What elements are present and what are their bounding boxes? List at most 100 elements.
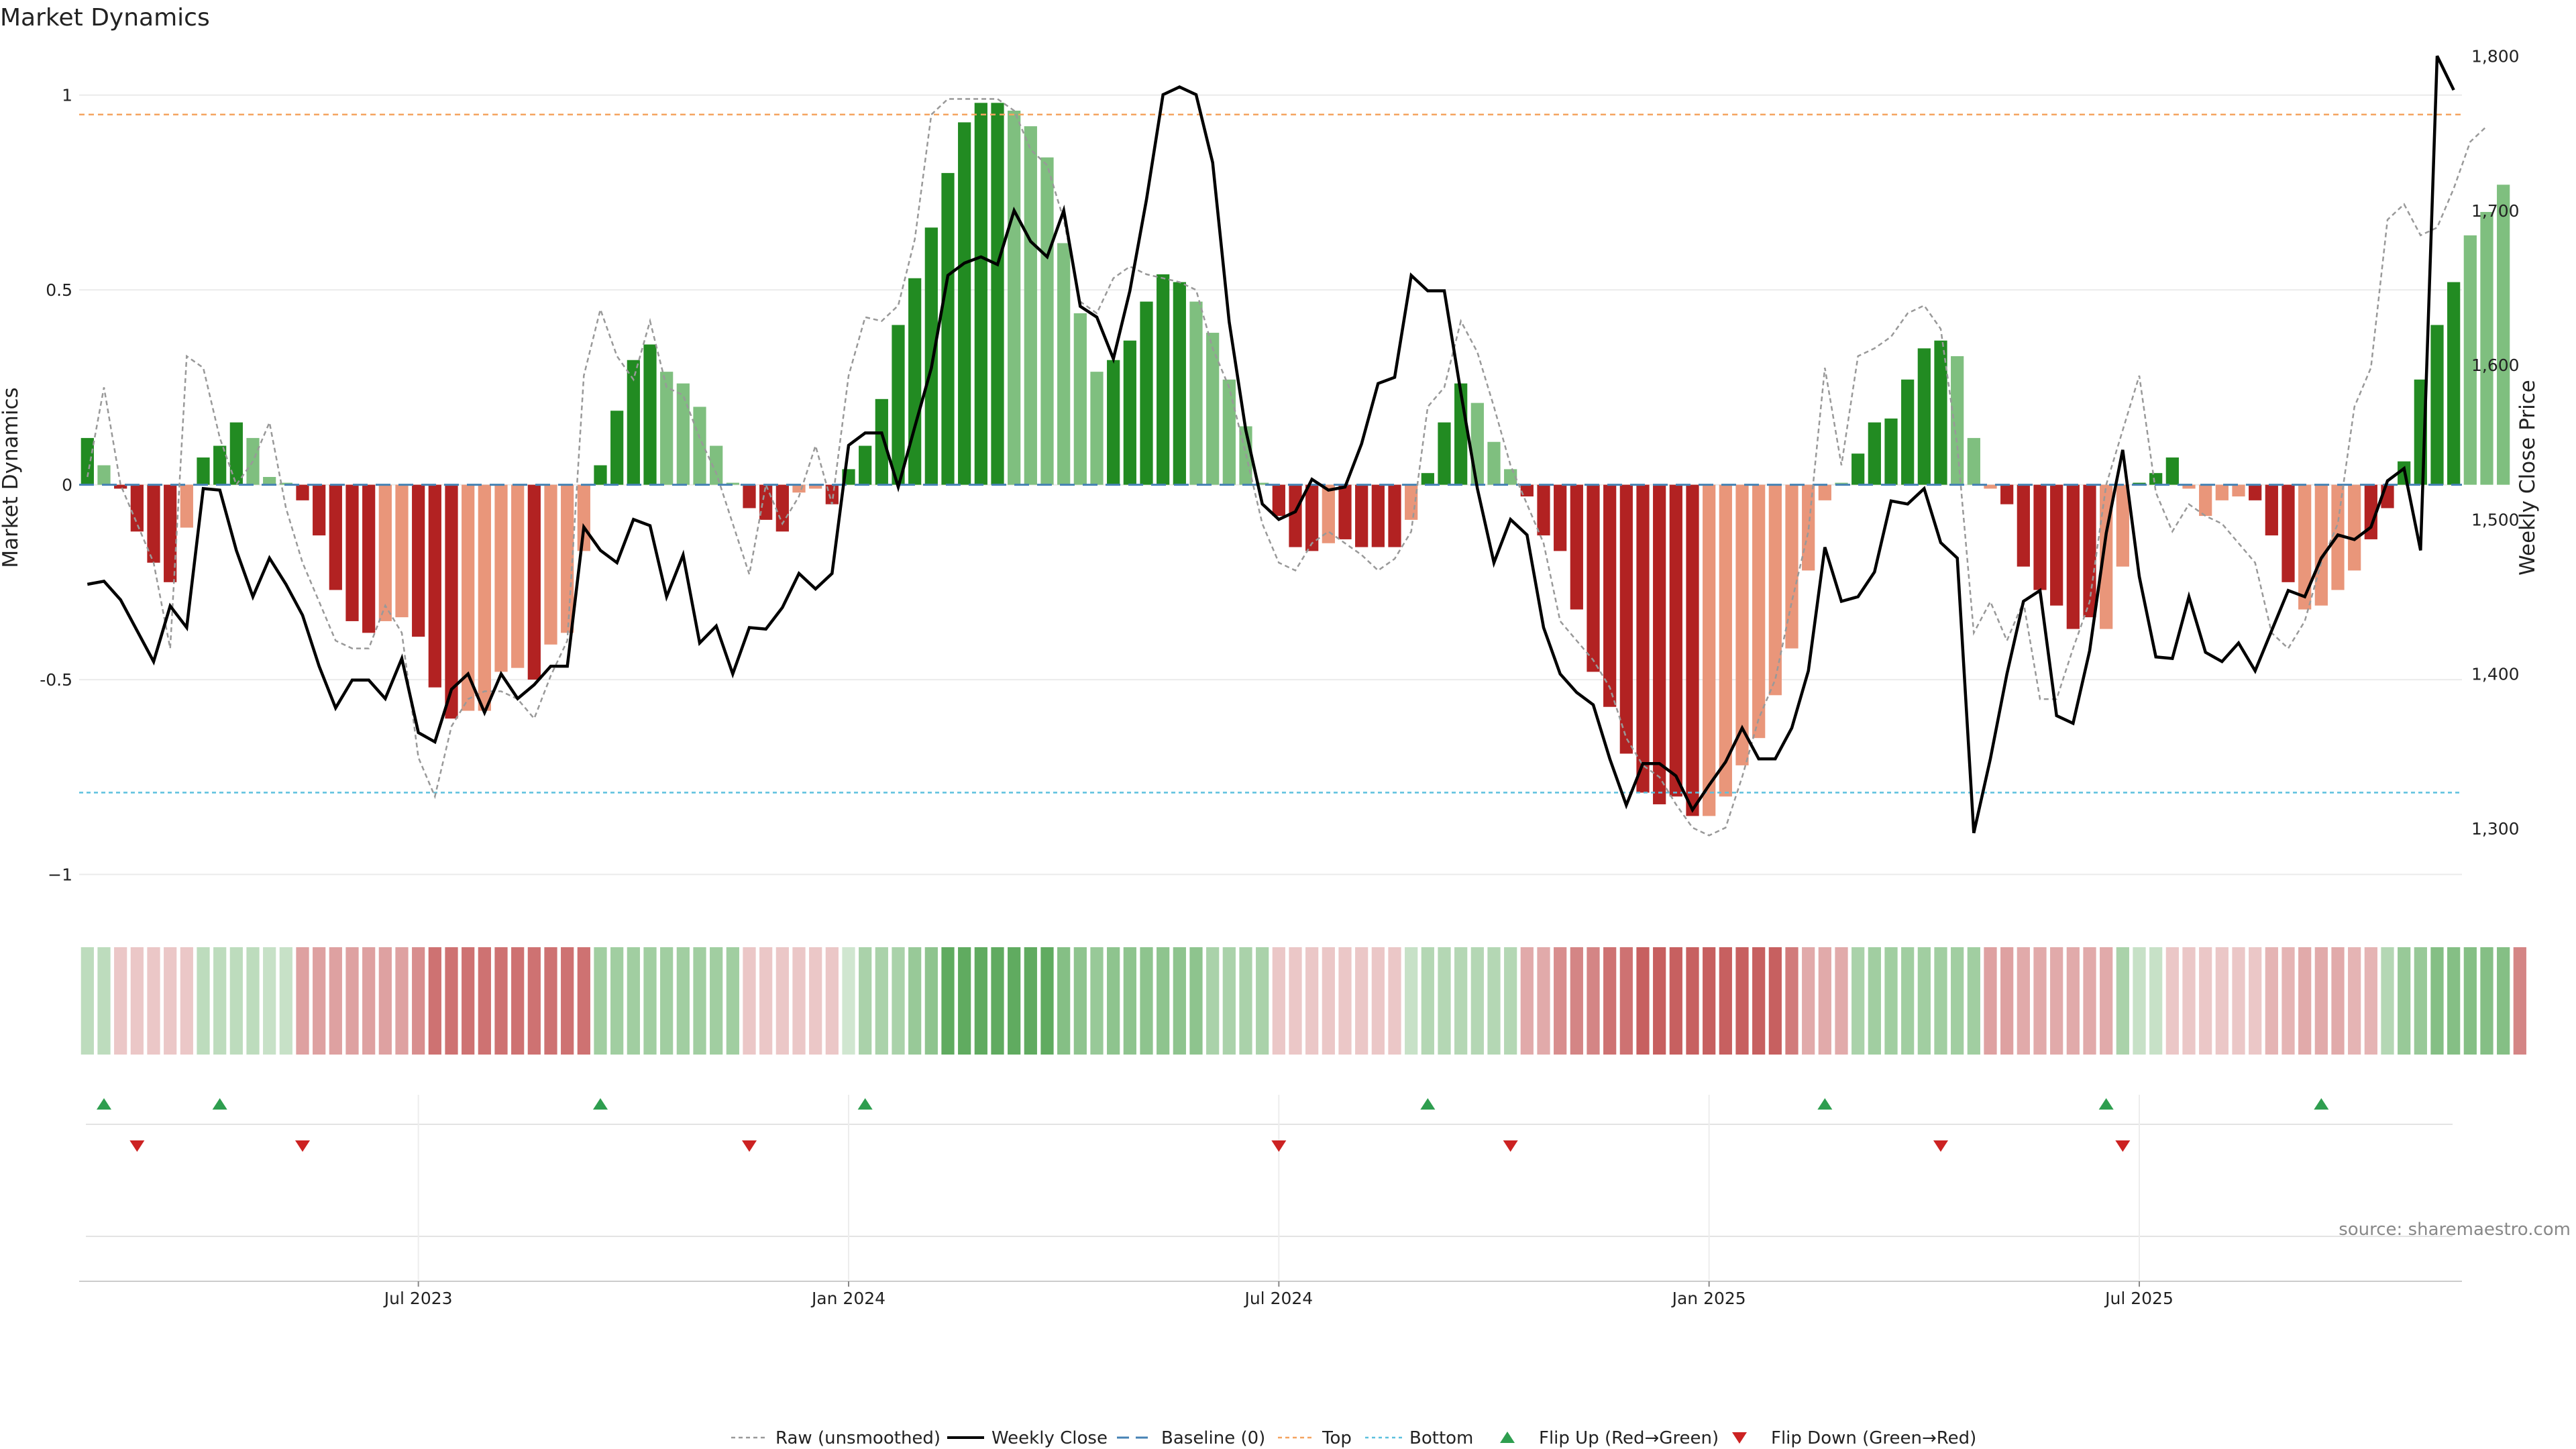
momentum-bar xyxy=(991,103,1004,485)
momentum-bar xyxy=(1421,473,1434,485)
momentum-bar xyxy=(743,484,756,508)
y2-tick-label: 1,600 xyxy=(2471,356,2520,375)
momentum-bar xyxy=(1470,402,1484,485)
y2-tick-label: 1,500 xyxy=(2471,510,2520,529)
heat-cell xyxy=(97,947,111,1055)
heat-cell xyxy=(991,947,1004,1055)
y2-tick-label: 1,300 xyxy=(2471,819,2520,839)
x-tick-label: Jan 2025 xyxy=(1671,1289,1746,1308)
momentum-bar xyxy=(759,484,773,520)
momentum-bar xyxy=(1073,313,1087,485)
heat-cell xyxy=(2497,947,2510,1055)
momentum-bar xyxy=(1669,484,1682,797)
flip-down-marker xyxy=(295,1140,310,1152)
heat-cell xyxy=(908,947,922,1055)
heat-cell xyxy=(1123,947,1136,1055)
heat-cell xyxy=(1189,947,1203,1055)
heat-cell xyxy=(2232,947,2245,1055)
heat-cell xyxy=(164,947,177,1055)
momentum-bar xyxy=(263,477,276,485)
momentum-bar xyxy=(147,484,160,563)
momentum-bar xyxy=(775,484,789,532)
heat-cell xyxy=(875,947,888,1055)
heat-cell xyxy=(2364,947,2377,1055)
momentum-bar xyxy=(561,484,574,633)
momentum-bar xyxy=(2066,484,2080,629)
momentum-bar xyxy=(809,484,822,489)
momentum-bar xyxy=(213,445,227,485)
heat-cell xyxy=(759,947,773,1055)
flip-up-marker xyxy=(857,1098,873,1110)
momentum-bar xyxy=(859,445,872,485)
momentum-bar xyxy=(1057,243,1071,485)
flip-up-marker xyxy=(97,1098,111,1110)
heat-cell xyxy=(130,947,144,1055)
heat-cell xyxy=(180,947,193,1055)
momentum-bar xyxy=(494,484,508,672)
heat-cell xyxy=(2165,947,2179,1055)
momentum-bar xyxy=(643,344,657,485)
heat-cell xyxy=(693,947,706,1055)
flip-up-marker xyxy=(1420,1098,1436,1110)
flip-down-marker xyxy=(1503,1140,1518,1152)
heat-cell xyxy=(2100,947,2113,1055)
heat-cell xyxy=(809,947,822,1055)
flip-down-marker xyxy=(1271,1140,1287,1152)
momentum-bar xyxy=(710,445,723,485)
momentum-bar xyxy=(594,465,607,485)
momentum-bar xyxy=(577,484,590,551)
heat-cell xyxy=(561,947,574,1055)
heat-cell xyxy=(246,947,260,1055)
heat-cell xyxy=(2480,947,2493,1055)
legend-label: Flip Down (Green→Red) xyxy=(1771,1428,1976,1448)
momentum-bar xyxy=(2165,457,2179,485)
heat-cell xyxy=(2116,947,2129,1055)
heat-cell xyxy=(924,947,938,1055)
heat-cell xyxy=(1851,947,1865,1055)
momentum-bar xyxy=(2249,484,2262,500)
heat-cell xyxy=(2000,947,2014,1055)
heat-cell xyxy=(296,947,309,1055)
heat-cell xyxy=(80,947,94,1055)
heat-cell xyxy=(1752,947,1766,1055)
heat-cell xyxy=(1454,947,1468,1055)
heat-cell xyxy=(1438,947,1451,1055)
momentum-bar xyxy=(1735,484,1749,765)
heat-cell xyxy=(2066,947,2080,1055)
flip-markers-panel xyxy=(86,1095,2453,1280)
heat-cell xyxy=(2282,947,2295,1055)
heat-cell xyxy=(2298,947,2312,1055)
heat-cell xyxy=(660,947,674,1055)
momentum-bar xyxy=(875,398,888,485)
heat-cell xyxy=(1040,947,1054,1055)
momentum-bar xyxy=(1289,484,1302,547)
y-tick-label: -0.5 xyxy=(40,670,72,690)
momentum-bar xyxy=(1884,418,1898,485)
heat-cell xyxy=(676,947,690,1055)
momentum-bar xyxy=(726,482,739,485)
momentum-bar xyxy=(1123,340,1136,485)
momentum-bar xyxy=(130,484,144,532)
heat-cell xyxy=(2381,947,2394,1055)
heat-cell xyxy=(1305,947,1319,1055)
heat-cell xyxy=(594,947,607,1055)
heat-cell xyxy=(1636,947,1650,1055)
momentum-bar xyxy=(164,484,177,582)
momentum-bar xyxy=(1851,453,1865,485)
momentum-bar xyxy=(1967,437,1980,485)
heat-cell xyxy=(478,947,491,1055)
x-tick-label: Jul 2025 xyxy=(2104,1289,2174,1308)
chart-title: Market Dynamics xyxy=(0,4,210,32)
heat-cell xyxy=(197,947,210,1055)
heat-cell xyxy=(114,947,127,1055)
momentum-bar xyxy=(544,484,557,645)
heat-cell xyxy=(1157,947,1170,1055)
heat-cell xyxy=(1504,947,1517,1055)
heat-cell xyxy=(1289,947,1302,1055)
momentum-bar xyxy=(2050,484,2063,606)
flip-up-marker xyxy=(1817,1098,1833,1110)
heat-cell xyxy=(1239,947,1252,1055)
momentum-bar xyxy=(1703,484,1716,816)
heat-cell xyxy=(1835,947,1848,1055)
momentum-bar xyxy=(1173,282,1186,485)
